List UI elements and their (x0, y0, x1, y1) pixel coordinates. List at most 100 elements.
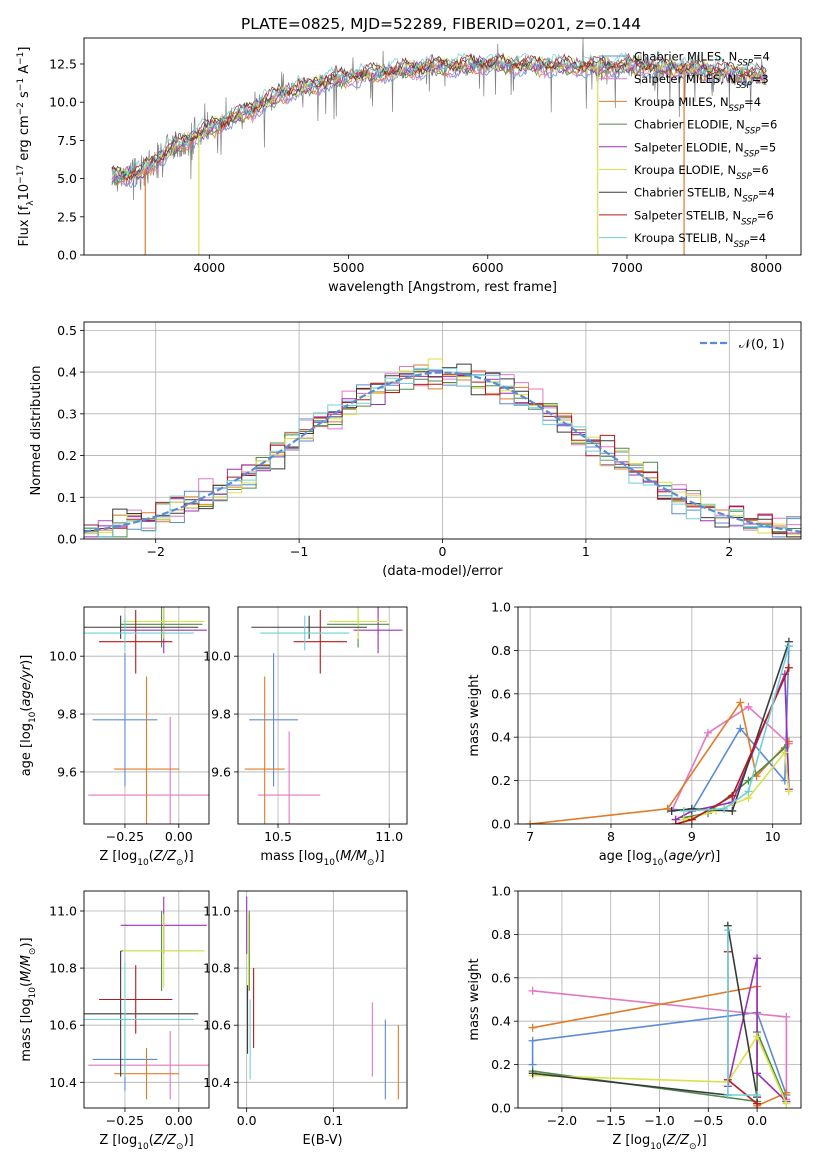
x-axis-label: wavelength [Angstrom, rest frame] (328, 280, 557, 295)
y-tick-label: 0.5 (57, 323, 77, 338)
plot-area (518, 607, 801, 824)
data-point (784, 787, 793, 796)
data-point (720, 804, 729, 813)
x-axis-label: Z [log10(Z/Z⊙)] (99, 849, 193, 868)
errorbar-kroupa-elodie (329, 607, 387, 639)
y-tick-label: 10.6 (203, 1018, 231, 1033)
series-line (671, 641, 790, 812)
x-tick-label: 10 (765, 829, 781, 844)
x-axis-label: age [log10(age/yr)] (599, 849, 721, 868)
y-tick-label: 10.6 (49, 1018, 77, 1033)
y-tick-label: 10.0 (203, 649, 231, 664)
x-tick-label: −0.25 (106, 829, 144, 844)
errorbar-salpeter-miles (88, 1030, 209, 1100)
plot-area (84, 891, 209, 1108)
legend-label-kroupa-elodie: Kroupa ELODIE, NSSP=6 (634, 163, 769, 182)
data-point (526, 820, 535, 824)
x-axis-label: Z [log10(Z/Z⊙)] (612, 1133, 706, 1152)
x-tick-label: 0.0 (237, 1113, 257, 1128)
x-tick-label: 10.5 (264, 829, 292, 844)
x-tick-label: −2 (146, 544, 164, 559)
y-axis-label: Flux [fλ10−17 erg cm−2 s−1 A−1] (16, 47, 36, 247)
y-tick-label: 0.2 (491, 1057, 511, 1072)
y-tick-label: 9.6 (57, 764, 77, 779)
y-tick-label: 0.0 (57, 532, 77, 547)
series-salpeter-elodie (671, 670, 793, 824)
y-tick-label: 0.1 (57, 490, 77, 505)
errorbar-chabrier-stelib (84, 615, 199, 639)
data-point (782, 1088, 791, 1097)
data-point (782, 1012, 791, 1021)
data-point (728, 806, 737, 815)
data-point (528, 1023, 537, 1032)
y-tick-label: 0.4 (491, 730, 511, 745)
y-tick-label: 9.8 (57, 707, 77, 722)
x-tick-label: 0.1 (323, 1113, 343, 1128)
histogram-kroupa-stelib (84, 367, 801, 538)
y-tick-label: 11.0 (203, 903, 231, 918)
series-line (531, 1011, 788, 1096)
y-tick-label: 10.4 (203, 1075, 231, 1090)
errorbar-kroupa-stelib (260, 615, 350, 651)
errorbar-chabrier-stelib (251, 615, 367, 639)
legend-label-chabrier-elodie: Chabrier ELODIE, NSSP=6 (634, 118, 777, 137)
series-line (675, 667, 790, 824)
y-tick-label: 10.8 (49, 961, 77, 976)
x-tick-label: 7000 (611, 260, 643, 275)
series-line (667, 646, 790, 812)
series-line (530, 700, 790, 824)
data-point (744, 702, 753, 711)
y-tick-label: 9.8 (211, 707, 231, 722)
errorbar-salpeter-stelib (293, 609, 347, 674)
errorbar-salpeter-elodie (353, 607, 403, 654)
x-tick-label: 0 (439, 544, 447, 559)
x-axis-label: E(B-V) (302, 1133, 342, 1148)
panel-massweight_vs_Z: −2.0 −1.5 −1.0 −0.5 0.0 0.0 0.2 0.4 0.6 0.8 1.0 Z [… (467, 884, 802, 1152)
x-tick-label: 8000 (750, 260, 782, 275)
data-point (753, 1032, 762, 1041)
legend-label-kroupa-miles: Kroupa MILES, NSSP=4 (634, 95, 761, 114)
errorbar-kroupa-stelib (84, 962, 194, 1077)
data-point (753, 1099, 762, 1108)
histogram-kroupa-elodie (84, 358, 801, 535)
x-tick-label: −0.25 (106, 1113, 144, 1128)
series-line (727, 958, 787, 1103)
series-line (683, 747, 786, 819)
y-axis-label: mass [log10(M/M⊙)] (19, 937, 38, 1061)
data-point (528, 986, 537, 995)
x-tick-label: −1.0 (644, 1113, 674, 1128)
legend-label-kroupa-stelib: Kroupa STELIB, NSSP=4 (634, 231, 766, 250)
axes-frame (83, 37, 802, 256)
y-tick-label: 9.6 (211, 764, 231, 779)
legend-label-salpeter-elodie: Salpeter ELODIE, NSSP=5 (634, 140, 776, 159)
panel-age_vs_Z: −0.25 0.00 9.6 9.8 10.0 Z [log10(Z/Z⊙)] age [l… (19, 606, 210, 868)
data-point (753, 1090, 762, 1099)
data-point (671, 820, 680, 824)
errorbar-kroupa-miles (114, 1048, 179, 1100)
x-tick-label: −1 (290, 544, 308, 559)
errorbar-kroupa-elodie (122, 913, 205, 989)
data-point (667, 806, 676, 815)
y-axis-label: Normed distribution (29, 366, 44, 496)
data-point (528, 1069, 537, 1078)
legend-label-salpeter-stelib: Salpeter STELIB, NSSP=6 (634, 208, 774, 227)
x-tick-label: 9 (688, 829, 696, 844)
series-salpeter-miles (667, 702, 793, 815)
data-point (753, 954, 762, 963)
errorbar-kroupa-stelib (84, 615, 194, 651)
spectrum-legend: Chabrier MILES, NSSP=4 Salpeter MILES, NS… (599, 50, 777, 250)
panel-massweight_vs_age: 7 8 9 10 0.0 0.2 0.4 0.6 0.8 1.0 age [log10(age/yr… (467, 600, 802, 868)
panel-spectrum: 4000 5000 6000 7000 8000 0.0 2.5 5.0 7.5 10.0 12.5… (16, 37, 802, 295)
series-kroupa-stelib (723, 926, 762, 1099)
y-tick-label: 0.4 (491, 1014, 511, 1029)
x-tick-label: −1.5 (596, 1113, 626, 1128)
series-line (683, 645, 790, 812)
model-line-kroupa-stelib (111, 51, 767, 178)
data-point (784, 642, 793, 651)
plot-area (238, 891, 407, 1108)
axes-frame (517, 606, 802, 825)
x-axis-label: (data-model)/error (382, 564, 503, 579)
axes-frame (83, 890, 210, 1109)
plot-area (111, 38, 767, 255)
